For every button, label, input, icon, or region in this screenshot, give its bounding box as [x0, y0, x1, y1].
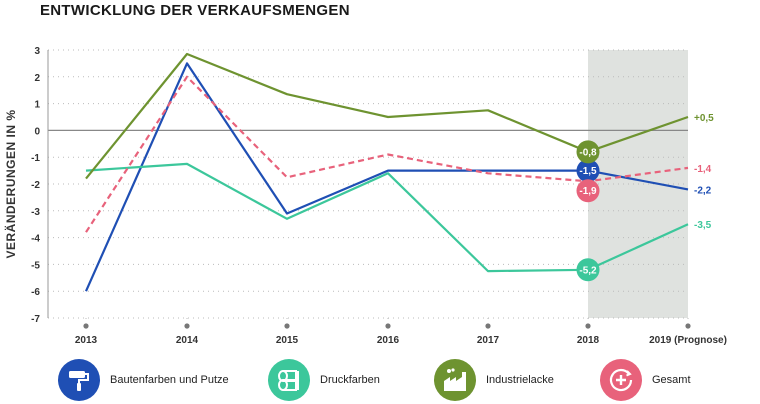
- factory-icon: [434, 359, 476, 401]
- printing-rollers-icon: [268, 359, 310, 401]
- x-tick-label: 2013: [75, 335, 98, 346]
- badge-2: -0,8: [576, 140, 600, 164]
- x-tick-label: 2018: [577, 335, 600, 346]
- legend-label: Industrielacke: [486, 374, 554, 386]
- badge-label: -0,8: [579, 147, 597, 158]
- line-chart: 3 2 1 0 -1 -2 -3 -4 -5 -6 -7 2013 2014 2015 2016 2017 20…: [3, 46, 727, 346]
- x-tick-dot: [485, 323, 491, 329]
- chart-labels: -1,5 -2,2 -5,2 -3,5 -0,8 +0,5 -1,9 -1,4: [576, 113, 714, 282]
- paint-roller-icon: [58, 359, 100, 401]
- x-tick-label: 2016: [377, 335, 400, 346]
- badge-circle: [576, 258, 600, 282]
- x-tick-dot: [284, 323, 290, 329]
- x-tick-dot: [585, 323, 591, 329]
- chart-grid: [48, 49, 689, 322]
- chart-axes: 3 2 1 0 -1 -2 -3 -4 -5 -6 -7 2013 2014 2015 2016 2017 20…: [3, 46, 727, 346]
- x-tick-dot: [83, 323, 89, 329]
- y-tick-label: -7: [31, 314, 40, 325]
- x-tick-label: 2014: [176, 335, 199, 346]
- y-tick-label: -2: [31, 180, 40, 191]
- chart-legend: Bautenfarben und Putze Druckfarben Industr…: [58, 358, 748, 402]
- end-label: -2,2: [694, 185, 712, 196]
- badge-0: -1,5: [576, 159, 600, 183]
- x-tick-dot: [685, 323, 691, 329]
- y-tick-label: 3: [34, 46, 40, 57]
- badge-label: -5,2: [579, 265, 597, 276]
- badge-3: -1,9: [576, 179, 600, 203]
- x-tick-label: 2019 (Prognose): [649, 335, 727, 346]
- x-tick-label: 2017: [477, 335, 500, 346]
- legend-item: Druckfarben: [268, 358, 380, 402]
- y-tick-label: 0: [34, 126, 40, 137]
- plus-circle-icon: [600, 359, 642, 401]
- badge-circle: [576, 179, 600, 203]
- badge-label: -1,9: [579, 186, 597, 197]
- y-axis-label: VERÄNDERUNGEN IN %: [3, 109, 18, 258]
- x-tick-dot: [184, 323, 190, 329]
- end-label: -3,5: [694, 220, 712, 231]
- chart-title: ENTWICKLUNG DER VERKAUFSMENGEN: [40, 2, 350, 19]
- badge-circle: [576, 159, 600, 183]
- legend-item: Industrielacke: [434, 358, 554, 402]
- legend-label: Bautenfarben und Putze: [110, 374, 229, 386]
- badge-circle: [576, 140, 600, 164]
- y-tick-label: -4: [31, 234, 40, 245]
- end-label: +0,5: [694, 113, 714, 124]
- legend-item: Gesamt: [600, 358, 691, 402]
- y-tick-label: 2: [34, 73, 40, 84]
- x-tick-label: 2015: [276, 335, 299, 346]
- y-tick-label: -5: [31, 260, 40, 271]
- x-tick-dot: [385, 323, 391, 329]
- y-tick-label: -6: [31, 287, 40, 298]
- y-tick-label: -3: [31, 207, 40, 218]
- badge-label: -1,5: [579, 166, 597, 177]
- end-label: -1,4: [694, 164, 712, 175]
- badge-1: -5,2: [576, 258, 600, 282]
- legend-label: Druckfarben: [320, 374, 380, 386]
- legend-item: Bautenfarben und Putze: [58, 358, 229, 402]
- legend-label: Gesamt: [652, 374, 691, 386]
- y-tick-label: 1: [34, 100, 40, 111]
- y-tick-label: -1: [31, 153, 40, 164]
